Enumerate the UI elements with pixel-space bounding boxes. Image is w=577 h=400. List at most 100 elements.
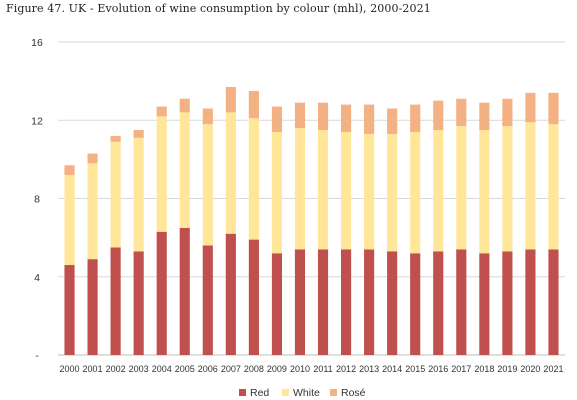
bar-red-2007 bbox=[225, 233, 236, 355]
x-tick-label: 2014 bbox=[382, 364, 402, 374]
bar-red-2001 bbox=[87, 259, 98, 355]
bar-red-2009 bbox=[271, 253, 283, 355]
bar-red-2002 bbox=[110, 247, 121, 355]
bar-ros-2016 bbox=[433, 100, 444, 131]
x-tick-label: 2001 bbox=[83, 364, 103, 374]
x-tick-label: 2005 bbox=[175, 364, 195, 374]
bar-ros-2019 bbox=[502, 98, 513, 127]
bar-white-2009 bbox=[271, 131, 283, 254]
y-tick-label: 4 bbox=[34, 272, 40, 284]
bar-white-2008 bbox=[248, 118, 259, 240]
bar-white-2021 bbox=[548, 124, 559, 250]
bar-red-2000 bbox=[64, 265, 75, 355]
bar-ros-2003 bbox=[133, 130, 144, 138]
bars bbox=[64, 86, 559, 355]
legend-label-0: Red bbox=[250, 387, 269, 399]
bar-white-2013 bbox=[364, 133, 375, 250]
bar-red-2012 bbox=[340, 249, 352, 355]
x-tick-label: 2003 bbox=[129, 364, 149, 374]
x-tick-label: 2009 bbox=[267, 364, 287, 374]
bar-white-2006 bbox=[202, 124, 213, 246]
bar-ros-2000 bbox=[64, 165, 75, 176]
bar-red-2008 bbox=[248, 239, 259, 355]
bar-ros-2011 bbox=[317, 102, 329, 131]
bar-ros-2009 bbox=[271, 106, 283, 132]
bar-ros-2021 bbox=[548, 92, 559, 125]
bar-red-2004 bbox=[156, 231, 167, 355]
x-tick-label: 2012 bbox=[336, 364, 356, 374]
bar-ros-2008 bbox=[248, 90, 259, 119]
bar-white-2003 bbox=[133, 137, 144, 252]
bar-ros-2001 bbox=[87, 153, 98, 164]
bar-white-2005 bbox=[179, 112, 190, 228]
legend-swatch-0 bbox=[239, 389, 246, 396]
bar-ros-2007 bbox=[225, 86, 236, 113]
x-axis-ticks: 2000 2001 2002 2003 2004 2005 2006 2007 2008 2009… bbox=[60, 364, 564, 374]
bar-red-2020 bbox=[525, 249, 536, 355]
y-tick-label: 16 bbox=[31, 37, 43, 49]
x-tick-label: 2013 bbox=[359, 364, 379, 374]
legend: Red White Rosé bbox=[239, 387, 366, 399]
bar-red-2005 bbox=[179, 227, 190, 355]
bar-ros-2002 bbox=[110, 135, 121, 142]
bar-white-2000 bbox=[64, 175, 75, 266]
x-tick-label: 2016 bbox=[428, 364, 448, 374]
bar-ros-2004 bbox=[156, 106, 167, 117]
bar-ros-2017 bbox=[456, 98, 467, 127]
bar-red-2018 bbox=[479, 253, 490, 355]
bar-red-2013 bbox=[364, 249, 375, 355]
bar-red-2010 bbox=[294, 249, 306, 355]
bar-white-2020 bbox=[525, 122, 536, 250]
bar-white-2016 bbox=[433, 130, 444, 252]
y-tick-label: 8 bbox=[34, 194, 40, 206]
bar-white-2001 bbox=[87, 163, 98, 260]
bar-ros-2015 bbox=[410, 104, 421, 132]
bar-red-2019 bbox=[502, 251, 513, 355]
legend-label-1: White bbox=[293, 387, 320, 399]
y-tick-label: - bbox=[35, 350, 39, 362]
y-axis-ticks: - 4 8 12 16 bbox=[31, 37, 43, 362]
bar-white-2007 bbox=[225, 112, 236, 234]
legend-label-2: Rosé bbox=[341, 387, 366, 399]
bar-red-2016 bbox=[433, 251, 444, 355]
bar-red-2015 bbox=[410, 253, 421, 355]
bar-white-2014 bbox=[387, 133, 398, 252]
bar-white-2019 bbox=[502, 126, 513, 252]
bar-white-2004 bbox=[156, 116, 167, 232]
bar-red-2021 bbox=[548, 249, 559, 355]
x-tick-label: 2011 bbox=[313, 364, 332, 374]
bar-white-2011 bbox=[317, 130, 329, 250]
bar-red-2011 bbox=[317, 249, 329, 355]
x-tick-label: 2004 bbox=[152, 364, 172, 374]
bar-white-2002 bbox=[110, 141, 121, 248]
bar-red-2014 bbox=[387, 251, 398, 355]
bar-ros-2013 bbox=[364, 104, 375, 134]
bar-red-2017 bbox=[456, 249, 467, 355]
x-tick-label: 2007 bbox=[221, 364, 241, 374]
bar-white-2015 bbox=[410, 131, 421, 254]
bar-ros-2005 bbox=[179, 98, 190, 113]
bar-red-2006 bbox=[202, 245, 213, 355]
legend-swatch-2 bbox=[330, 389, 337, 396]
bar-white-2018 bbox=[479, 130, 490, 254]
y-tick-label: 12 bbox=[31, 115, 43, 127]
x-tick-label: 2017 bbox=[451, 364, 471, 374]
x-tick-label: 2010 bbox=[290, 364, 310, 374]
x-tick-label: 2018 bbox=[474, 364, 494, 374]
bar-white-2010 bbox=[294, 128, 306, 250]
bar-ros-2014 bbox=[387, 108, 398, 134]
legend-swatch-1 bbox=[282, 389, 289, 396]
x-tick-label: 2019 bbox=[497, 364, 517, 374]
x-tick-label: 2000 bbox=[60, 364, 80, 374]
bar-ros-2020 bbox=[525, 92, 536, 123]
bar-ros-2018 bbox=[479, 102, 490, 131]
bar-ros-2006 bbox=[202, 108, 213, 125]
figure-title: Figure 47. UK - Evolution of wine consum… bbox=[6, 2, 431, 15]
x-tick-label: 2008 bbox=[244, 364, 264, 374]
x-tick-label: 2020 bbox=[520, 364, 540, 374]
x-tick-label: 2015 bbox=[405, 364, 425, 374]
x-tick-label: 2021 bbox=[543, 364, 563, 374]
bar-red-2003 bbox=[133, 251, 144, 355]
bar-ros-2012 bbox=[340, 104, 352, 132]
